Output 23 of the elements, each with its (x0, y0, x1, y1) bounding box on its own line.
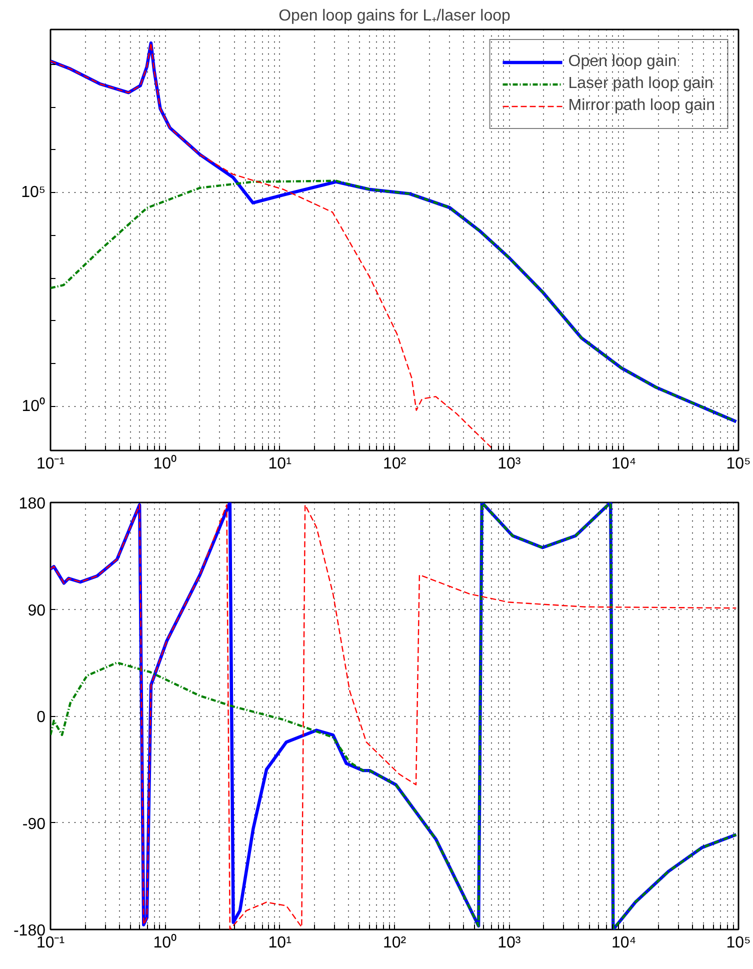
chart-title: Open loop gains for L₊/laser loop (278, 8, 511, 24)
x-tick-label: 10² (382, 456, 407, 472)
x-tick-label: 10³ (498, 456, 522, 472)
y-tick-label: 90 (28, 602, 46, 620)
legend-label: Laser path loop gain (568, 75, 714, 93)
x-tick-label: 10³ (498, 934, 522, 952)
x-tick-label: 10⁰ (153, 934, 178, 952)
x-tick-label: 10⁻¹ (36, 456, 65, 472)
x-tick-label: 10¹ (268, 456, 292, 472)
x-tick-label: 10⁰ (153, 454, 178, 472)
y-tick-label: 10⁵ (21, 184, 46, 202)
y-tick-label: 0 (36, 709, 46, 726)
x-tick-label: 10⁵ (726, 934, 751, 952)
x-tick-label: 10¹ (268, 934, 292, 952)
legend-label: Open loop gain (568, 53, 677, 71)
y-tick-label: -90 (22, 816, 46, 833)
x-tick-label: 10⁴ (611, 456, 636, 472)
x-tick-label: 10⁵ (726, 456, 751, 472)
x-tick-label: 10⁴ (611, 934, 636, 952)
legend-label: Mirror path loop gain (568, 97, 715, 115)
y-tick-label: 180 (18, 496, 46, 512)
y-tick-label: 10⁰ (22, 396, 46, 415)
x-tick-label: 10² (382, 934, 407, 952)
